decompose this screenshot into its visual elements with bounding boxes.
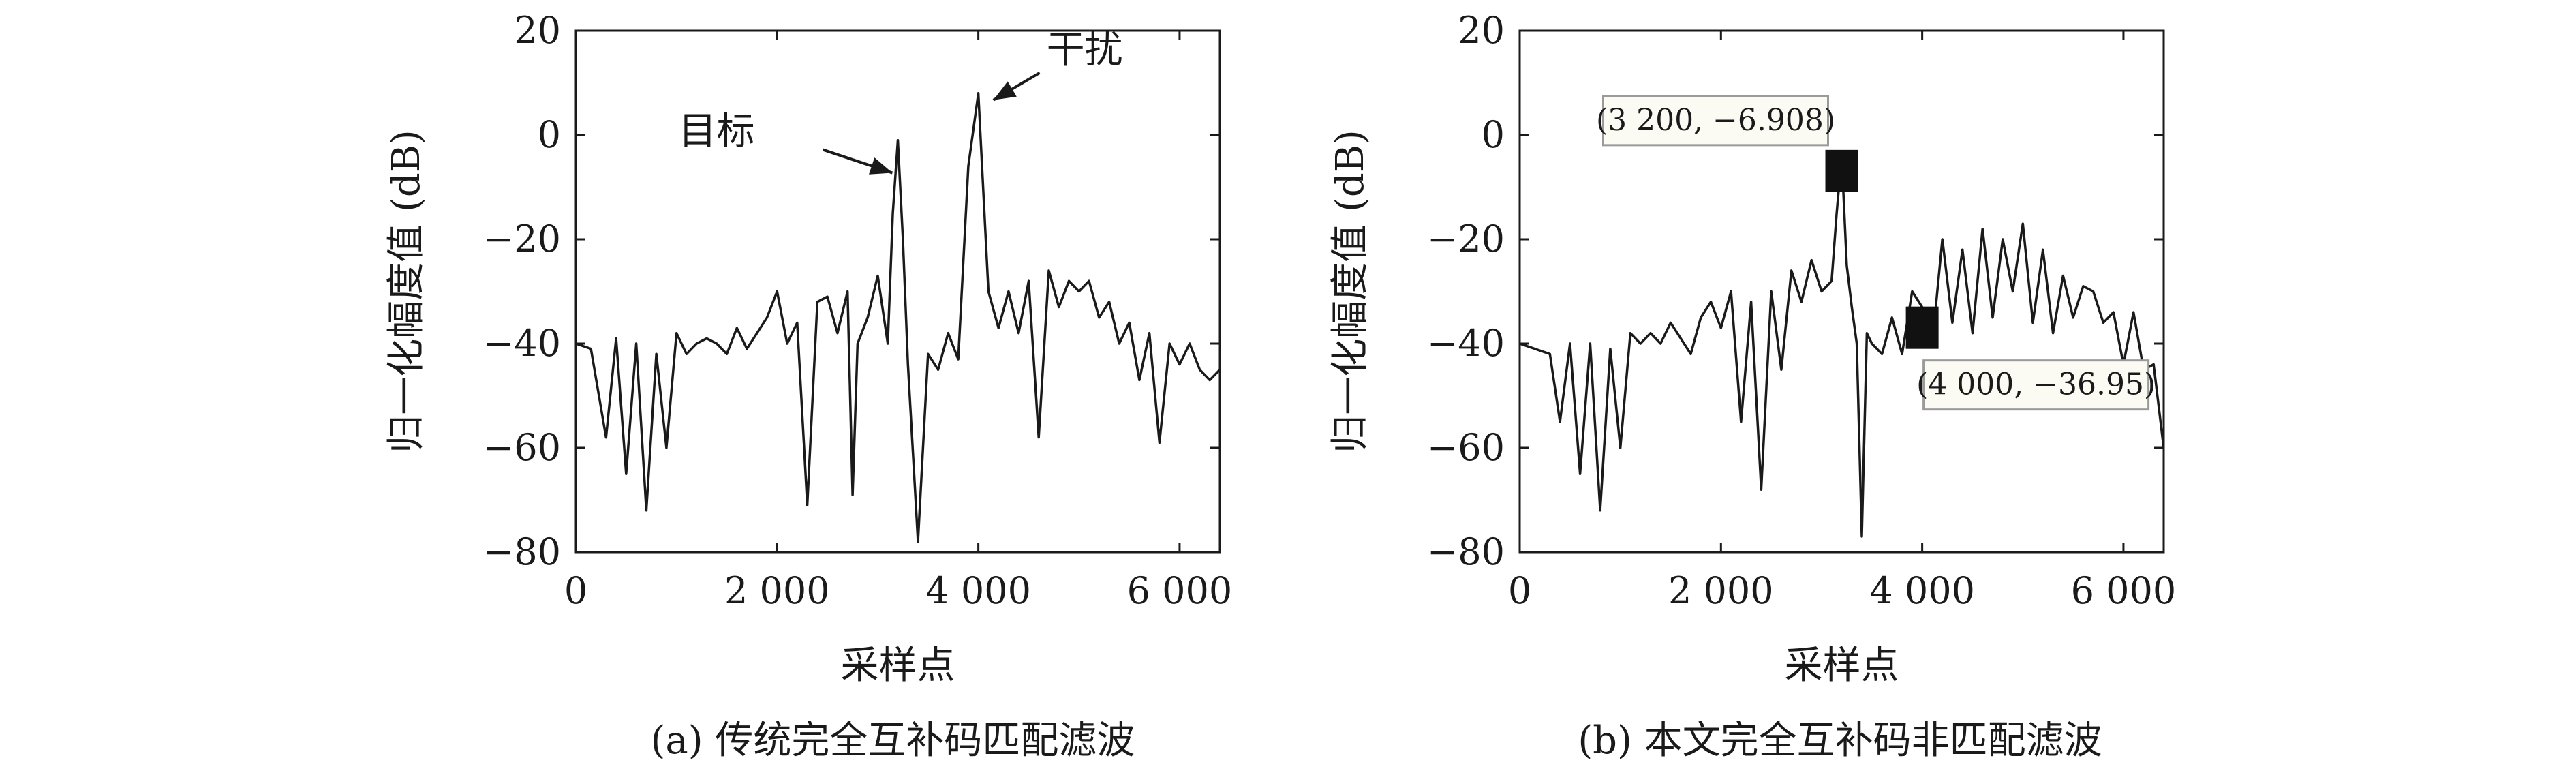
y-tick-label: 0 xyxy=(1482,113,1505,156)
y-tick-label: −80 xyxy=(1427,530,1505,573)
series-line xyxy=(576,92,1220,543)
arrow-head xyxy=(993,81,1017,100)
datatip-box xyxy=(1602,95,1829,147)
y-tick-label: 0 xyxy=(538,113,561,156)
annotation-label: 干扰 xyxy=(1047,28,1123,72)
x-tick-label: 0 xyxy=(564,569,587,612)
x-tick-label: 2 000 xyxy=(724,569,830,612)
datatip-marker xyxy=(1825,149,1858,192)
datatip-label: (4 000, −36.95) xyxy=(1916,367,2156,402)
datatip-box xyxy=(1922,359,2150,411)
plot-frame xyxy=(574,29,1221,554)
series-line xyxy=(1520,154,2164,538)
x-tick-label: 4 000 xyxy=(925,569,1031,612)
datatip-marker xyxy=(1905,306,1939,349)
panel-caption: (b) 本文完全互补码非匹配滤波 xyxy=(1578,718,2102,763)
arrow-head xyxy=(869,157,893,175)
x-tick-label: 6 000 xyxy=(1127,569,1233,612)
plot-frame xyxy=(1518,29,2165,554)
chart-panel-a: 0 2 000 4 000 6 000 20 0 −20 −40 −60 −80 采样点 归一化幅度值… xyxy=(384,9,1232,763)
chart-panel-b: 0 2 000 4 000 6 000 20 0 −20 −40 −60 −80 采样点 归一化幅度值… xyxy=(1328,9,2176,763)
annotation-label: 目标 xyxy=(679,110,755,154)
y-tick-label: −40 xyxy=(1427,322,1505,365)
x-tick-label: 0 xyxy=(1508,569,1531,612)
x-tick-label: 2 000 xyxy=(1668,569,1774,612)
y-tick-label: −20 xyxy=(483,217,561,260)
y-tick-label: −60 xyxy=(1427,426,1505,469)
x-tick-label: 6 000 xyxy=(2071,569,2177,612)
y-tick-label: −40 xyxy=(483,322,561,365)
x-axis-label: 采样点 xyxy=(841,643,955,688)
y-tick-label: −80 xyxy=(483,530,561,573)
y-tick-label: −20 xyxy=(1427,217,1505,260)
panel-caption: (a) 传统完全互补码匹配滤波 xyxy=(651,718,1135,763)
y-tick-label: 20 xyxy=(1458,9,1505,52)
y-tick-label: −60 xyxy=(483,426,561,469)
x-tick-label: 4 000 xyxy=(1869,569,1975,612)
y-tick-label: 20 xyxy=(514,9,561,52)
x-axis-label: 采样点 xyxy=(1785,643,1899,688)
datatip-label: (3 200, −6.908) xyxy=(1596,103,1835,138)
y-axis-label: 归一化幅度值 (dB) xyxy=(1328,130,1373,453)
y-axis-label: 归一化幅度值 (dB) xyxy=(384,130,429,453)
